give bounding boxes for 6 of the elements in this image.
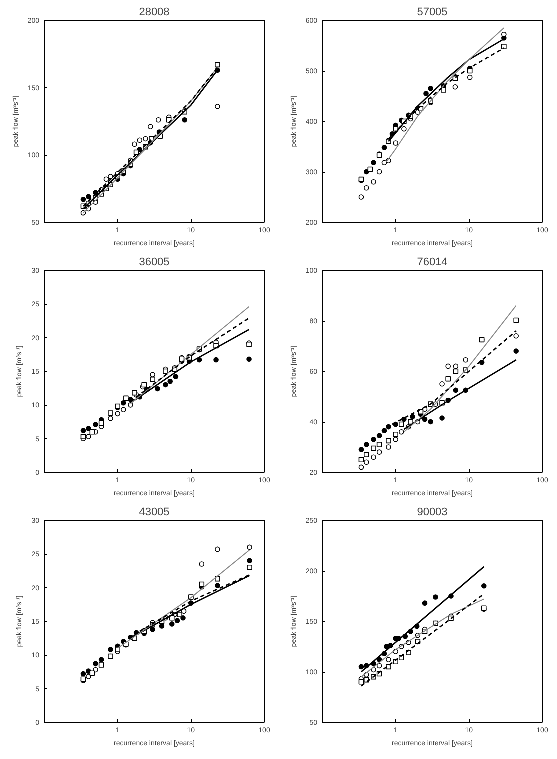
chart-title: 76014 (417, 256, 448, 268)
chart-title: 57005 (417, 6, 448, 18)
chart-title: 43005 (139, 506, 170, 518)
chart-title: 90003 (417, 506, 448, 518)
chart-title: 28008 (139, 6, 170, 18)
chart-title: 36005 (139, 256, 170, 268)
